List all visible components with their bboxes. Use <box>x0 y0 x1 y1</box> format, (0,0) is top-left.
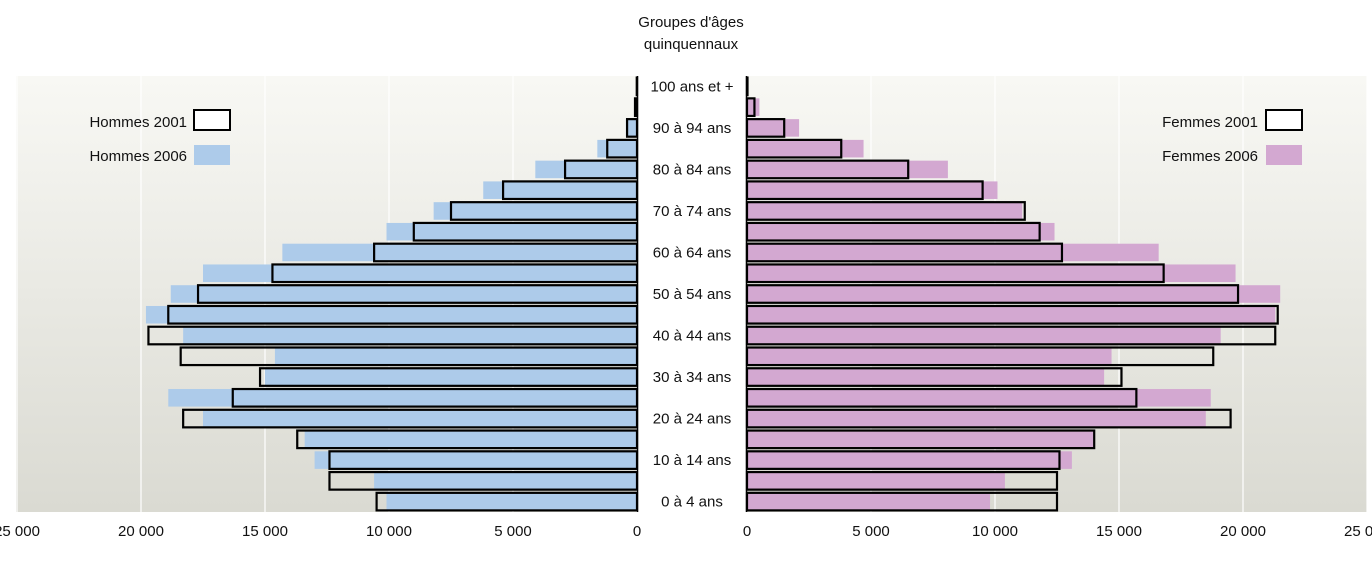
bar-hommes-2006-1 <box>374 472 637 490</box>
tick-left-2: 15 000 <box>242 523 288 540</box>
bar-femmes-2006-6 <box>747 368 1105 386</box>
bar-hommes-2006-8 <box>183 326 637 345</box>
bar-hommes-2006-18 <box>625 119 637 137</box>
age-group-label-10: 50 à 54 ans <box>653 286 731 303</box>
bar-femmes-2006-14 <box>747 202 1023 220</box>
age-group-label-4: 20 à 24 ans <box>653 411 731 428</box>
bar-hommes-2006-12 <box>282 243 637 262</box>
age-group-label-6: 30 à 34 ans <box>653 369 731 386</box>
bar-femmes-2006-4 <box>747 409 1206 428</box>
bar-femmes-2006-5 <box>747 389 1211 407</box>
legend-label-femmes-2001: Femmes 2001 <box>1162 114 1258 131</box>
chart-title-line-1: Groupes d'âges <box>638 14 743 31</box>
bar-femmes-2006-16 <box>747 160 948 179</box>
bar-femmes-2006-9 <box>747 305 1276 324</box>
tick-left-0: 25 000 <box>0 523 40 540</box>
bar-femmes-2006-18 <box>747 119 800 137</box>
bar-hommes-2001-19 <box>633 97 639 118</box>
bar-femmes-2006-15 <box>747 181 998 199</box>
tick-right-5: 25 000 <box>1344 523 1372 540</box>
bar-hommes-2006-2 <box>314 451 637 469</box>
legend-swatch-femmes-2006 <box>1266 145 1302 165</box>
bar-hommes-2006-5 <box>168 389 637 407</box>
age-group-label-16: 80 à 84 ans <box>653 161 731 178</box>
bar-femmes-2006-3 <box>747 430 1095 449</box>
bar-femmes-2006-10 <box>747 285 1281 303</box>
bar-femmes-2006-19 <box>747 98 760 116</box>
bar-hommes-2006-11 <box>203 264 637 283</box>
bar-hommes-2006-7 <box>274 347 637 366</box>
tick-right-3: 15 000 <box>1096 523 1142 540</box>
bar-femmes-2006-8 <box>747 326 1221 345</box>
bar-hommes-2006-13 <box>386 222 637 241</box>
tick-left-4: 5 000 <box>494 523 532 540</box>
bar-hommes-2006-9 <box>145 305 637 324</box>
legend-swatch-hommes-2001 <box>193 109 231 131</box>
bar-hommes-2006-14 <box>433 202 637 220</box>
bar-hommes-2006-16 <box>535 160 637 179</box>
bar-hommes-2006-4 <box>203 409 637 428</box>
chart-title-line-2: quinquennaux <box>644 36 739 53</box>
bar-femmes-2006-12 <box>747 243 1159 262</box>
legend-label-hommes-2001: Hommes 2001 <box>89 114 187 131</box>
tick-right-2: 10 000 <box>972 523 1018 540</box>
age-group-label-18: 90 à 94 ans <box>653 120 731 137</box>
tick-right-1: 5 000 <box>852 523 890 540</box>
tick-right-4: 20 000 <box>1220 523 1266 540</box>
age-group-label-0: 0 à 4 ans <box>661 494 723 511</box>
bar-hommes-2006-3 <box>304 430 637 449</box>
bar-femmes-2006-17 <box>747 139 864 158</box>
bar-femmes-2006-7 <box>747 347 1112 366</box>
age-group-label-20: 100 ans et + <box>651 78 734 95</box>
bar-femmes-2006-1 <box>747 472 1005 490</box>
legend-swatch-femmes-2001 <box>1265 109 1303 131</box>
tick-left-3: 10 000 <box>366 523 412 540</box>
bar-femmes-2006-11 <box>747 264 1236 283</box>
bar-hommes-2006-17 <box>597 139 637 158</box>
legend-left: Hommes 2001 Hommes 2006 <box>89 109 231 165</box>
bar-hommes-2006-15 <box>483 181 637 199</box>
bar-femmes-2006-2 <box>747 451 1072 469</box>
age-group-label-8: 40 à 44 ans <box>653 328 731 345</box>
x-axis-tick-labels: 25 000 20 000 15 000 10 000 5 000 0 0 5 000 10 0… <box>0 523 1372 540</box>
age-group-label-12: 60 à 64 ans <box>653 244 731 261</box>
tick-right-0: 0 <box>743 523 751 540</box>
legend-label-hommes-2006: Hommes 2006 <box>89 148 187 165</box>
tick-left-5: 0 <box>633 523 641 540</box>
bar-hommes-2006-0 <box>386 492 637 511</box>
bar-hommes-2006-10 <box>170 285 637 303</box>
bar-femmes-2006-0 <box>747 492 991 511</box>
age-group-labels: 0 à 4 ans 10 à 14 ans 20 à 24 ans 30 à 34 a… <box>651 78 734 510</box>
bar-femmes-2006-13 <box>747 222 1055 241</box>
age-group-label-2: 10 à 14 ans <box>653 452 731 469</box>
legend-label-femmes-2006: Femmes 2006 <box>1162 148 1258 165</box>
legend-swatch-hommes-2006 <box>194 145 230 165</box>
tick-left-1: 20 000 <box>118 523 164 540</box>
legend-right: Femmes 2001 Femmes 2006 <box>1162 109 1303 165</box>
bar-hommes-2006-6 <box>265 368 637 386</box>
age-group-label-14: 70 à 74 ans <box>653 203 731 220</box>
